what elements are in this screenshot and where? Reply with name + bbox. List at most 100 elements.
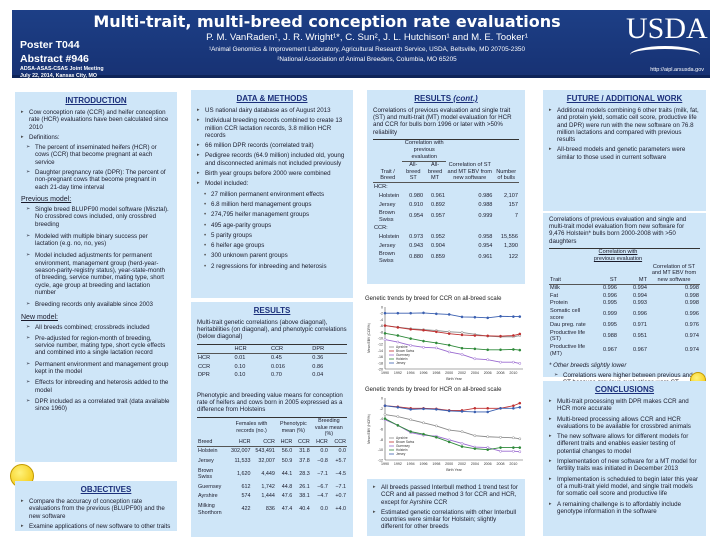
table-cell: 15,556 — [500, 233, 518, 240]
y-tick-label: -16 — [378, 355, 383, 359]
data-point — [434, 312, 438, 316]
table-cell: −4.5 — [335, 470, 346, 477]
hcr-trend-chart: Genetic trends by breed for HCR on all-b… — [365, 387, 527, 477]
column-group-label: Breeding value mean (%) — [314, 418, 343, 438]
data-point — [396, 405, 400, 409]
data-point — [473, 315, 477, 319]
table-cell: 0.961 — [431, 192, 446, 199]
table-cell: 0.892 — [431, 201, 446, 208]
bull-correlation-caption: Correlations of previous evaluation and … — [373, 107, 512, 136]
table-cell: Holstein — [379, 192, 400, 199]
affiliation-2: ²National Association of Animal Breeders… — [277, 56, 457, 63]
data-point — [518, 362, 522, 365]
conclusion-item: The new software allows for different mo… — [549, 433, 700, 455]
data-point — [486, 448, 490, 452]
data-point — [396, 340, 400, 344]
introduction-panel: INTRODUCTION Cow conception rate (CCR) a… — [15, 92, 177, 462]
table-cell: Number of bulls — [496, 168, 517, 182]
results-panel: RESULTS Multi-trait genetic correlations… — [191, 302, 353, 537]
table-cell: 0.994 — [633, 292, 647, 299]
table-cell: 50.9 — [281, 458, 293, 465]
table-cell: DPR — [312, 345, 325, 352]
table-cell: 0.0 — [320, 448, 328, 455]
objective-item: Compare the accuracy of conception rate … — [21, 498, 171, 520]
breed-means-table: Females with records (no.) Phenotypic mea… — [197, 416, 347, 518]
conclusion-item: Multi-trait processing with DPR makes CC… — [549, 398, 700, 413]
intro-bullet: Cow conception rate (CCR) and heifer con… — [21, 109, 171, 131]
table-cell: 0.998 — [685, 300, 699, 307]
table-cell: 0.976 — [685, 322, 699, 329]
table-cell: 47.4 — [281, 506, 293, 513]
table-cell: 0.04 — [312, 372, 324, 379]
table-cell: 0.859 — [431, 254, 446, 261]
data-point — [486, 410, 490, 414]
holstein-correlation-caption: Correlations of previous evaluation and … — [549, 216, 687, 245]
table-cell: MT — [638, 276, 647, 283]
table-cell: +5.7 — [335, 458, 346, 465]
table-cell: −0.8 — [317, 458, 328, 465]
website-link[interactable]: http://aipl.arsusda.gov — [650, 67, 704, 73]
data-point — [486, 334, 490, 338]
x-tick-label: 1992 — [394, 462, 402, 466]
table-cell: 0.10 — [234, 363, 246, 370]
data-point — [499, 348, 502, 352]
y-tick-label: -10 — [378, 337, 383, 341]
table-cell: 0.996 — [602, 285, 617, 292]
x-axis-label: Birth Year — [446, 377, 462, 381]
data-point — [486, 348, 490, 352]
table-row: DPR 0.10 0.70 0.04 — [197, 371, 347, 380]
table-cell: 0.995 — [602, 300, 617, 307]
table-cell: 0.957 — [431, 213, 446, 220]
data-point — [422, 328, 425, 332]
conclusion-item: A remaining challenge is to affordably i… — [549, 501, 700, 516]
trait-correlation-table: Correlation with previous evaluation Trai… — [549, 247, 700, 358]
data-point — [518, 405, 522, 409]
table-cell: CCR — [198, 363, 211, 370]
methods-bullet: US national dairy database as of August … — [197, 107, 347, 115]
table-cell: 0.86 — [312, 363, 324, 370]
section-label: CCR: — [374, 225, 388, 232]
footnote: * Other breeds slightly lower — [549, 361, 627, 369]
y-tick-label: -12 — [378, 343, 383, 347]
table-cell: 0.954 — [409, 213, 424, 220]
previous-model-item: Breeding records only available since 20… — [21, 301, 171, 309]
table-cell: 0.01 — [234, 355, 246, 362]
y-tick-label: -6 — [380, 324, 383, 328]
y-tick-label: -12 — [378, 459, 383, 463]
conclusion-item: Multi-breed processing allows CCR and HC… — [549, 416, 700, 431]
new-model-heading: New model: — [21, 313, 58, 321]
table-cell: 0.980 — [409, 192, 424, 199]
data-point — [512, 404, 515, 408]
data-point — [409, 327, 413, 331]
data-point — [447, 332, 451, 336]
table-row: Jersey 0.910 0.892 0.988 157 — [373, 201, 519, 210]
data-methods-heading: DATA & METHODS — [236, 94, 308, 103]
data-point — [396, 415, 400, 418]
model-effect-item: 5 parity groups — [197, 232, 347, 240]
table-cell: 11,533 — [234, 458, 251, 465]
ccr-chart-title: Genetic trends by breed for CCR on all-b… — [365, 296, 502, 302]
table-cell: Correlation of ST and MT EBV from new so… — [651, 263, 697, 283]
series-line-guernsey — [384, 419, 520, 453]
new-model-item: Effects for inbreeding and heterosis add… — [21, 379, 171, 394]
table-header-row: Breed HCR CCR HCR CCR HCR CCR — [197, 438, 347, 447]
definition-item: Daughter pregnancy rate (DPR): The perce… — [21, 169, 171, 191]
y-tick-label: 0 — [381, 397, 383, 401]
x-tick-label: 1994 — [407, 462, 415, 466]
y-tick-label: -8 — [380, 330, 383, 334]
intro-bullet: Definitions: — [21, 134, 171, 142]
table-cell: HCR — [280, 438, 293, 445]
data-point — [512, 360, 515, 364]
data-point — [447, 428, 451, 432]
table-section-row: HCR: — [373, 183, 519, 192]
conclusion-item: Implementation is scheduled to begin lat… — [549, 476, 700, 498]
table-cell: 47.6 — [281, 493, 293, 500]
data-point — [473, 434, 477, 438]
data-point — [383, 404, 387, 408]
table-cell: 0.910 — [409, 201, 424, 208]
ccr-trend-chart: Genetic trends by breed for CCR on all-b… — [365, 296, 527, 386]
y-tick-label: -10 — [378, 448, 383, 452]
table-cell: 0.993 — [633, 300, 647, 307]
